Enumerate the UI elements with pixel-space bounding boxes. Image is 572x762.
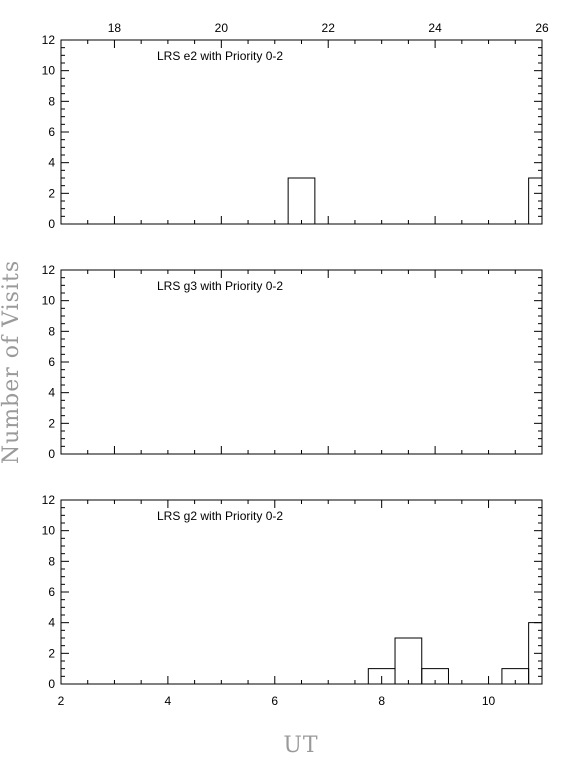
panel-title: LRS g3 with Priority 0-2 bbox=[157, 279, 283, 293]
x-tick-label: 18 bbox=[108, 21, 122, 35]
y-tick-label: 10 bbox=[42, 524, 56, 538]
histogram-bar bbox=[528, 177, 543, 224]
y-tick-label: 8 bbox=[48, 554, 55, 568]
x-tick-label: 2 bbox=[58, 694, 65, 708]
panel-title: LRS e2 with Priority 0-2 bbox=[157, 49, 283, 63]
y-tick-label: 8 bbox=[48, 324, 55, 338]
x-tick-label: 24 bbox=[428, 21, 442, 35]
y-tick-label: 12 bbox=[42, 33, 56, 47]
x-tick-label: 10 bbox=[482, 694, 496, 708]
y-tick-label: 4 bbox=[48, 616, 55, 630]
histogram-bar bbox=[528, 622, 543, 684]
y-tick-label: 6 bbox=[48, 355, 55, 369]
y-tick-label: 2 bbox=[48, 416, 55, 430]
y-tick-label: 10 bbox=[42, 294, 56, 308]
y-tick-label: 12 bbox=[42, 263, 56, 277]
x-axis-label: UT bbox=[283, 733, 318, 758]
histogram-bar bbox=[394, 637, 423, 684]
panel-2: 0 2 4 6 8 10 12 LRS g3 with Priority 0-2 bbox=[42, 263, 543, 461]
x-tick-label: 6 bbox=[271, 694, 278, 708]
y-tick-label: 6 bbox=[48, 125, 55, 139]
y-tick-label: 2 bbox=[48, 646, 55, 660]
panel-title: LRS g2 with Priority 0-2 bbox=[157, 509, 283, 523]
plot-frame bbox=[60, 499, 543, 685]
x-tick-label: 8 bbox=[378, 694, 385, 708]
y-axis-label: Number of Visits bbox=[0, 260, 24, 464]
y-tick-label: 4 bbox=[48, 156, 55, 170]
histogram-bar bbox=[287, 177, 316, 224]
y-tick-label: 8 bbox=[48, 94, 55, 108]
x-tick-label: 20 bbox=[215, 21, 229, 35]
plot-frame bbox=[60, 39, 543, 225]
y-tick-label: 4 bbox=[48, 386, 55, 400]
plot-frame bbox=[60, 269, 543, 455]
y-tick-label: 0 bbox=[48, 677, 55, 691]
y-tick-label: 0 bbox=[48, 217, 55, 231]
x-tick-label: 26 bbox=[535, 21, 549, 35]
histogram-bar bbox=[421, 668, 449, 684]
y-tick-label: 12 bbox=[42, 493, 56, 507]
y-tick-label: 6 bbox=[48, 585, 55, 599]
x-tick-label: 4 bbox=[165, 694, 172, 708]
y-tick-label: 10 bbox=[42, 64, 56, 78]
y-tick-label: 2 bbox=[48, 186, 55, 200]
x-tick-label: 22 bbox=[322, 21, 336, 35]
y-tick-label: 0 bbox=[48, 447, 55, 461]
